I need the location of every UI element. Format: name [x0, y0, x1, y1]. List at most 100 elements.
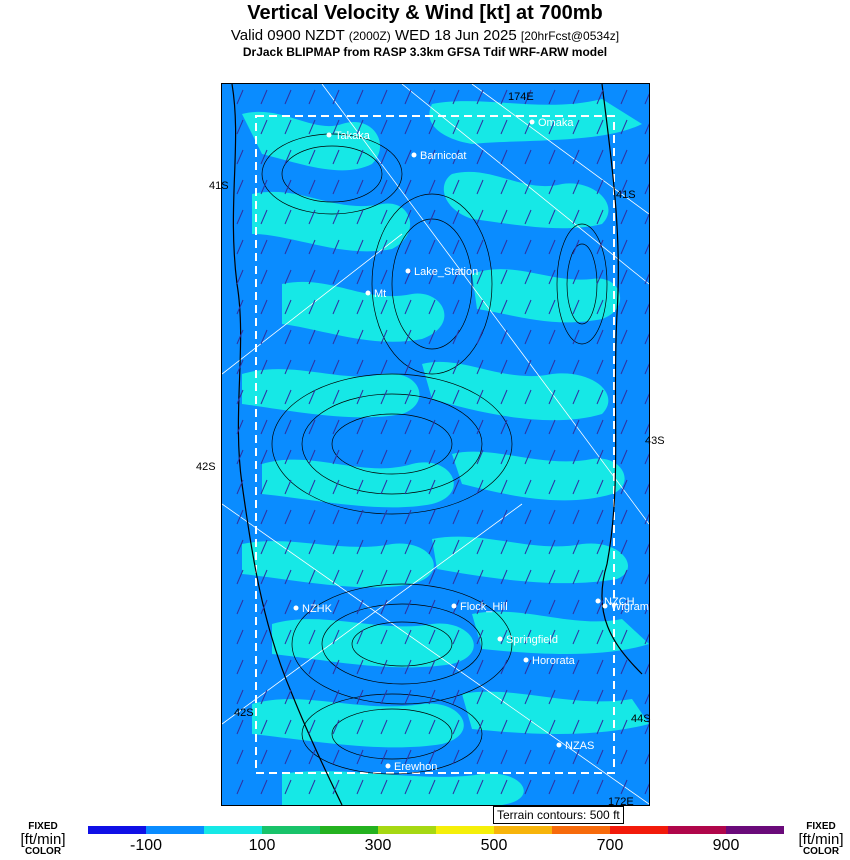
colorbar-tick-label: -100 [129, 837, 163, 854]
wind-barb [380, 779, 388, 795]
wind-barb [308, 779, 316, 795]
wind-barb [404, 359, 412, 375]
wind-barb [236, 119, 244, 135]
place-label: NZAS [565, 740, 594, 752]
wind-barb [308, 119, 316, 135]
coord-label: 41S [209, 180, 229, 192]
wind-barb [572, 659, 580, 675]
wind-barb [380, 509, 388, 525]
wind-barb [380, 659, 388, 675]
wind-barb [548, 779, 556, 795]
wind-barb [476, 209, 484, 225]
wind-barb [500, 629, 508, 645]
wind-barb [500, 659, 508, 675]
wind-barb [404, 779, 412, 795]
wind-barb [356, 539, 364, 555]
wind-barb [476, 569, 484, 585]
wind-barb [620, 89, 628, 105]
colorbar-tick-label: 300 [364, 837, 392, 854]
wind-barb [596, 479, 604, 495]
wind-barb [260, 329, 268, 345]
wind-barb [260, 689, 268, 705]
wind-barb [428, 569, 436, 585]
wind-barb [548, 269, 556, 285]
wind-barb [308, 449, 316, 465]
wind-barb [236, 599, 244, 615]
wind-barb [260, 239, 268, 255]
wind-barb [548, 629, 556, 645]
wind-barb [284, 269, 292, 285]
wind-barb [236, 389, 244, 405]
wind-barb [476, 689, 484, 705]
wind-barb [308, 629, 316, 645]
wind-barb [260, 419, 268, 435]
town-marker [293, 605, 299, 611]
wind-barb [572, 599, 580, 615]
wind-barb [500, 689, 508, 705]
colorbar-swatch [436, 826, 494, 834]
wind-barb [500, 599, 508, 615]
wind-barb [284, 359, 292, 375]
wind-barb [236, 179, 244, 195]
wind-barb [284, 569, 292, 585]
wind-barb [356, 359, 364, 375]
wind-barb [236, 659, 244, 675]
terrain-contours-note: Terrain contours: 500 ft [493, 806, 624, 824]
wind-barb [428, 239, 436, 255]
coord-label: 42S [234, 707, 254, 719]
wind-barb [332, 359, 340, 375]
wind-barb [404, 689, 412, 705]
wind-barb [572, 389, 580, 405]
wind-barb [500, 209, 508, 225]
wind-barb [644, 723, 649, 735]
wind-barb [404, 299, 412, 315]
wind-barb [356, 689, 364, 705]
wind-barb [500, 779, 508, 795]
wind-barb [596, 449, 604, 465]
wind-barb [260, 119, 268, 135]
wind-barb [500, 749, 508, 765]
wind-barb [644, 633, 649, 645]
colorbar-unit-right: FIXED [ft/min] COLOR [792, 822, 850, 857]
wind-barb [452, 779, 460, 795]
wind-barb [524, 779, 532, 795]
wind-barb [524, 179, 532, 195]
wind-barb [332, 449, 340, 465]
wind-barb [644, 453, 649, 465]
wind-barb [644, 303, 649, 315]
wind-barb [596, 359, 604, 375]
wind-barb [260, 449, 268, 465]
wind-barb [284, 179, 292, 195]
wind-barb [380, 539, 388, 555]
wind-barb [332, 209, 340, 225]
wind-barb [332, 389, 340, 405]
wind-barb [596, 779, 604, 795]
wind-barb [644, 273, 649, 285]
wind-barb [404, 179, 412, 195]
colorbar-swatch [146, 826, 204, 834]
wind-barb [404, 629, 412, 645]
wind-barb [596, 689, 604, 705]
wind-barb [548, 689, 556, 705]
wind-barb [572, 149, 580, 165]
wind-barb [476, 599, 484, 615]
place-markers: Takaka Omaka Barnicoat Lake_Station Mt N… [293, 117, 649, 773]
wind-barb [620, 149, 628, 165]
wind-barb [380, 329, 388, 345]
colorbar-swatch [88, 826, 146, 834]
wind-barb [596, 89, 604, 105]
colorbar-swatch [610, 826, 668, 834]
wind-barb [380, 479, 388, 495]
wind-barb [380, 359, 388, 375]
wind-barb [236, 419, 244, 435]
wind-barb [284, 719, 292, 735]
wind-barb [236, 149, 244, 165]
wind-barb [452, 359, 460, 375]
wind-barb [356, 779, 364, 795]
wind-barb [428, 149, 436, 165]
wind-barb [476, 299, 484, 315]
wind-barb [332, 509, 340, 525]
wind-barbs [236, 89, 649, 795]
wind-barb [452, 329, 460, 345]
wind-barb [356, 389, 364, 405]
